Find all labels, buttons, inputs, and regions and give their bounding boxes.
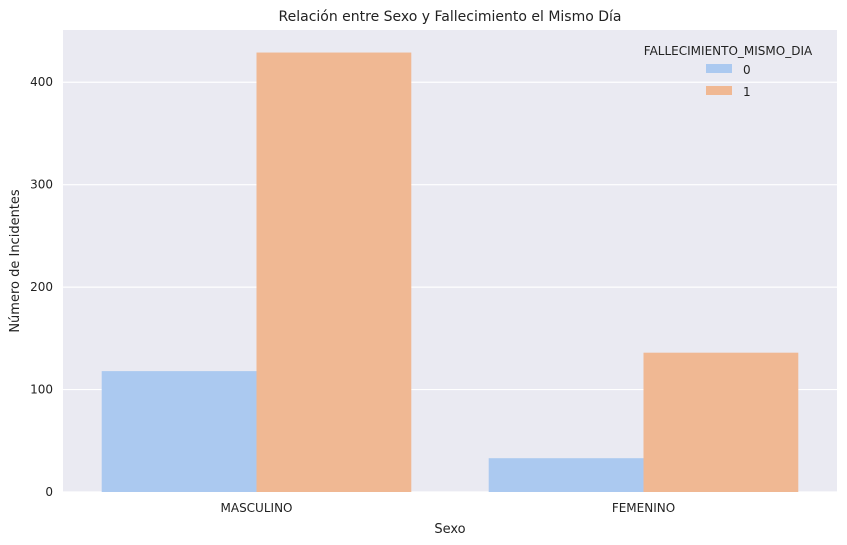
bar-masculino-0 xyxy=(101,371,257,492)
bar-femenino-1 xyxy=(643,352,799,492)
y-tick-label: 300 xyxy=(30,178,53,192)
x-tick-label: MASCULINO xyxy=(221,501,293,515)
legend-swatch-1 xyxy=(706,86,732,95)
x-tick-label: FEMENINO xyxy=(612,501,675,515)
bar-femenino-0 xyxy=(488,458,644,492)
bars xyxy=(101,52,799,492)
legend-label-1: 1 xyxy=(743,85,751,99)
bar-masculino-1 xyxy=(256,52,412,492)
y-tick-label: 200 xyxy=(30,280,53,294)
y-axis-title: Número de Incidentes xyxy=(8,189,23,333)
y-tick-label: 400 xyxy=(30,75,53,89)
y-tick-label: 0 xyxy=(45,485,53,499)
legend-swatch-0 xyxy=(706,64,732,73)
legend: FALLECIMIENTO_MISMO_DIA 0 1 xyxy=(644,44,813,99)
chart-title: Relación entre Sexo y Fallecimiento el M… xyxy=(279,9,622,25)
x-tick-labels: MASCULINO FEMENINO xyxy=(221,501,676,515)
y-tick-label: 100 xyxy=(30,383,53,397)
legend-label-0: 0 xyxy=(743,63,751,77)
x-axis-title: Sexo xyxy=(434,522,465,537)
legend-title: FALLECIMIENTO_MISMO_DIA xyxy=(644,44,813,58)
y-tick-labels: 0 100 200 300 400 xyxy=(30,75,53,499)
